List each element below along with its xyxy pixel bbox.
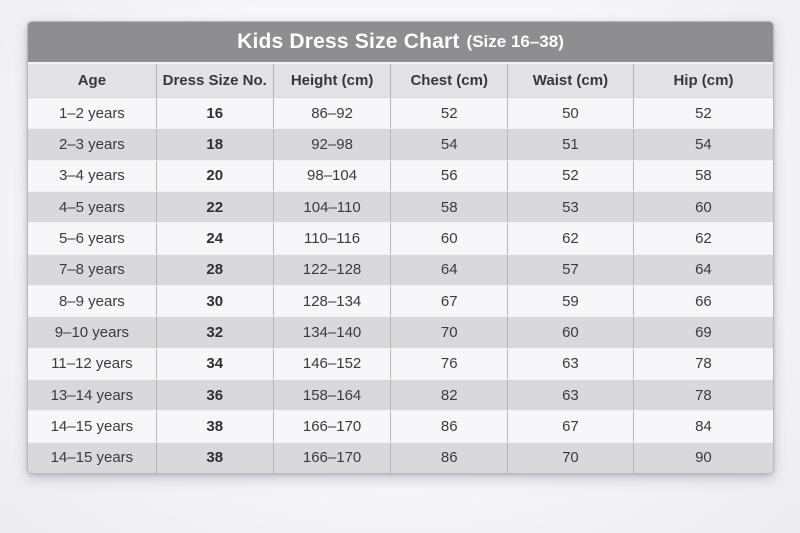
table-cell: 11–12 years bbox=[51, 355, 133, 373]
column-header: Chest (cm) bbox=[390, 64, 507, 97]
table-row: 4–5 years 22 104–110 58 53 60 bbox=[28, 190, 773, 223]
table-row: 14–15 years 38 166–170 86 70 90 bbox=[28, 441, 773, 473]
header-row: Age Dress Size No. Height (cm) Chest (cm) Wa… bbox=[28, 64, 773, 98]
table-cell: 76 bbox=[390, 348, 507, 379]
table-cell: 14–15 years bbox=[50, 417, 134, 435]
table-cell: 128–134 bbox=[272, 285, 391, 317]
column-header: Age bbox=[77, 72, 107, 89]
table-cell: 62 bbox=[507, 223, 633, 254]
table-cell: 20 bbox=[155, 160, 273, 191]
table-cell: 22 bbox=[155, 191, 273, 223]
table-cell: 56 bbox=[390, 160, 507, 191]
table-row: 13–14 years 36 158–164 82 63 78 bbox=[28, 378, 773, 411]
table-cell: 8–9 years bbox=[58, 292, 125, 310]
table-cell: 5–6 years bbox=[58, 229, 125, 247]
table-cell: 78 bbox=[632, 379, 773, 411]
table-cell: 60 bbox=[632, 191, 773, 223]
table-cell: 63 bbox=[507, 348, 633, 379]
table-cell: 166–170 bbox=[272, 442, 391, 473]
table-cell: 82 bbox=[390, 379, 507, 411]
table-row: 9–10 years 32 134–140 70 60 69 bbox=[28, 316, 773, 348]
table-cell: 32 bbox=[155, 317, 273, 348]
table-cell: 60 bbox=[507, 317, 633, 348]
table-cell: 38 bbox=[155, 411, 273, 442]
table-cell: 59 bbox=[507, 285, 633, 317]
table-cell: 67 bbox=[390, 285, 507, 317]
table-cell: 70 bbox=[390, 317, 507, 348]
table-cell: 70 bbox=[507, 442, 633, 473]
table-cell: 14–15 years bbox=[50, 449, 134, 467]
table-cell: 66 bbox=[632, 285, 773, 317]
table-cell: 24 bbox=[155, 223, 273, 254]
table-cell: 9–10 years bbox=[54, 323, 129, 341]
table-cell: 54 bbox=[390, 129, 507, 160]
table-row: 5–6 years 24 110–116 60 62 62 bbox=[28, 222, 773, 254]
table-cell: 52 bbox=[632, 98, 773, 129]
table-cell: 86 bbox=[390, 442, 507, 473]
table-row: 3–4 years 20 98–104 56 52 58 bbox=[28, 159, 773, 191]
table-cell: 53 bbox=[507, 191, 633, 223]
table-cell: 110–116 bbox=[272, 223, 391, 254]
column-header: Dress Size No. bbox=[155, 64, 273, 97]
table-cell: 60 bbox=[390, 223, 507, 254]
table-cell: 38 bbox=[155, 442, 273, 473]
table-cell: 63 bbox=[507, 379, 633, 411]
table-cell: 16 bbox=[155, 98, 273, 129]
size-chart-card: Kids Dress Size Chart (Size 16–38) Age Dr… bbox=[27, 21, 774, 474]
table-cell: 28 bbox=[155, 254, 273, 285]
column-header: Hip (cm) bbox=[632, 64, 773, 97]
table-row: 14–15 years 38 166–170 86 67 84 bbox=[28, 410, 773, 442]
table-body: 1–2 years 16 86–92 52 50 52 2–3 years 18 92–98 54… bbox=[28, 98, 773, 473]
table-cell: 54 bbox=[632, 129, 773, 160]
table-row: 8–9 years 30 128–134 67 59 66 bbox=[28, 284, 773, 317]
table-cell: 64 bbox=[390, 254, 507, 285]
table-cell: 4–5 years bbox=[58, 198, 125, 216]
table-cell: 30 bbox=[155, 285, 273, 317]
table-cell: 158–164 bbox=[272, 379, 391, 411]
table-cell: 50 bbox=[507, 98, 633, 129]
table-cell: 146–152 bbox=[272, 348, 391, 379]
table-cell: 98–104 bbox=[272, 160, 391, 191]
table-cell: 7–8 years bbox=[58, 261, 125, 279]
table-cell: 58 bbox=[390, 191, 507, 223]
table-cell: 52 bbox=[507, 160, 633, 191]
table-cell: 86 bbox=[390, 411, 507, 442]
column-header: Height (cm) bbox=[272, 64, 391, 97]
table-cell: 52 bbox=[390, 98, 507, 129]
table-cell: 13–14 years bbox=[50, 386, 134, 404]
table-cell: 36 bbox=[155, 379, 273, 411]
table-cell: 58 bbox=[632, 160, 773, 191]
table-cell: 69 bbox=[632, 317, 773, 348]
table-row: 7–8 years 28 122–128 64 57 64 bbox=[28, 253, 773, 285]
table-cell: 86–92 bbox=[272, 98, 391, 129]
table-cell: 62 bbox=[632, 223, 773, 254]
table-cell: 57 bbox=[507, 254, 633, 285]
table-cell: 92–98 bbox=[272, 129, 391, 160]
table-cell: 78 bbox=[632, 348, 773, 379]
table-cell: 84 bbox=[632, 411, 773, 442]
table-cell: 134–140 bbox=[272, 317, 391, 348]
table-cell: 2–3 years bbox=[58, 135, 125, 153]
table-cell: 51 bbox=[507, 129, 633, 160]
column-header: Waist (cm) bbox=[507, 64, 633, 97]
table-cell: 67 bbox=[507, 411, 633, 442]
page-title-size-range: (Size 16–38) bbox=[466, 32, 564, 51]
table-cell: 166–170 bbox=[272, 411, 391, 442]
table-row: 11–12 years 34 146–152 76 63 78 bbox=[28, 347, 773, 379]
table-cell: 122–128 bbox=[272, 254, 391, 285]
table-cell: 90 bbox=[632, 442, 773, 473]
table-cell: 64 bbox=[632, 254, 773, 285]
table-cell: 1–2 years bbox=[58, 104, 125, 122]
table-cell: 104–110 bbox=[272, 191, 391, 223]
table-row: 1–2 years 16 86–92 52 50 52 bbox=[28, 98, 773, 129]
page-title: Kids Dress Size Chart bbox=[237, 30, 460, 53]
chart-title-bar: Kids Dress Size Chart (Size 16–38) bbox=[28, 22, 773, 64]
table-cell: 3–4 years bbox=[58, 167, 125, 185]
table-row: 2–3 years 18 92–98 54 51 54 bbox=[28, 128, 773, 160]
table-cell: 18 bbox=[155, 129, 273, 160]
table-cell: 34 bbox=[155, 348, 273, 379]
